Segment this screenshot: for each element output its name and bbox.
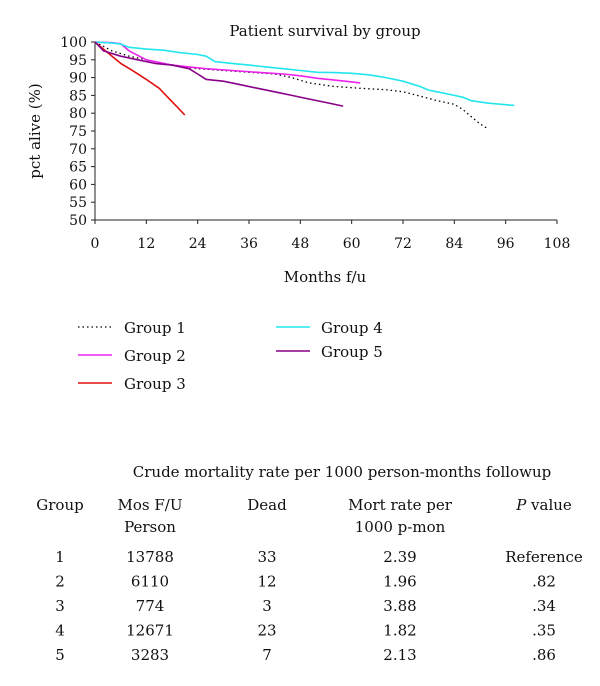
legend-item-group-3: Group 3: [78, 375, 186, 393]
x-tick-label: 96: [497, 236, 515, 252]
cell-mort-rate: 1.96: [383, 573, 416, 591]
legend-item-group-4: Group 4: [276, 319, 383, 337]
table-row: 3 774 3 3.88 .34: [55, 597, 556, 615]
cell-group: 5: [55, 646, 65, 664]
cell-mos-fu: 12671: [126, 622, 174, 640]
y-tick-label: 75: [69, 124, 87, 140]
cell-p-value: .34: [532, 597, 556, 615]
x-tick-label: 48: [291, 236, 309, 252]
x-tick-label: 12: [137, 236, 155, 252]
y-tick-label: 95: [69, 53, 87, 69]
series-lines: [94, 41, 515, 130]
cell-mos-fu: 13788: [126, 548, 174, 566]
y-tick-label: 85: [69, 88, 87, 104]
cell-group: 4: [55, 622, 65, 640]
x-axis-label: Months f/u: [284, 268, 367, 286]
header-p-letter: P: [515, 496, 527, 514]
y-tick-label: 65: [69, 160, 87, 176]
legend-label-group-5: Group 5: [321, 343, 383, 361]
legend-label-group-3: Group 3: [124, 375, 186, 393]
cell-group: 2: [55, 573, 65, 591]
table-header: Group Mos F/U Person Dead Mort rate per …: [36, 496, 572, 536]
cell-dead: 12: [257, 573, 276, 591]
header-p-value: P value: [515, 496, 572, 514]
table-row: 4 12671 23 1.82 .35: [55, 622, 556, 640]
series-line-group-2: [94, 41, 361, 84]
cell-dead: 7: [262, 646, 272, 664]
header-p-suffix: value: [526, 496, 572, 514]
cell-mort-rate: 1.82: [383, 622, 416, 640]
cell-p-value: .86: [532, 646, 556, 664]
chart-title: Patient survival by group: [229, 22, 420, 40]
table-row: 2 6110 12 1.96 .82: [55, 573, 556, 591]
table-row: 5 3283 7 2.13 .86: [55, 646, 556, 664]
y-tick-label: 100: [60, 35, 87, 51]
cell-p-value: .82: [532, 573, 556, 591]
cell-dead: 3: [262, 597, 272, 615]
header-mort-rate-line2: 1000 p-mon: [355, 518, 446, 536]
legend-label-group-1: Group 1: [124, 319, 186, 337]
cell-p-value: .35: [532, 622, 556, 640]
y-tick-label: 70: [69, 142, 87, 158]
x-tick-label: 84: [445, 236, 463, 252]
x-ticks: 0 12 24 36 48 60 72 84 96 108: [91, 220, 571, 252]
cell-mos-fu: 6110: [131, 573, 169, 591]
legend-item-group-1: Group 1: [78, 319, 186, 337]
y-tick-label: 55: [69, 195, 87, 211]
cell-mos-fu: 774: [136, 597, 165, 615]
cell-group: 3: [55, 597, 65, 615]
cell-dead: 23: [257, 622, 276, 640]
cell-mort-rate: 3.88: [383, 597, 416, 615]
cell-group: 1: [55, 548, 65, 566]
header-mos-fu: Mos F/U: [118, 496, 183, 514]
y-axis-label: pct alive (%): [26, 83, 44, 178]
x-tick-label: 108: [544, 236, 571, 252]
y-tick-label: 90: [69, 71, 87, 87]
table-row: 1 13788 33 2.39 Reference: [55, 548, 583, 566]
legend: Group 1 Group 2 Group 3 Group 4 Group 5: [78, 319, 383, 393]
table-caption: Crude mortality rate per 1000 person-mon…: [133, 463, 551, 481]
header-mos-fu-line2: Person: [124, 518, 176, 536]
y-tick-label: 60: [69, 177, 87, 193]
series-line-group-1: [94, 41, 489, 130]
y-tick-label: 50: [69, 213, 87, 229]
legend-label-group-2: Group 2: [124, 347, 186, 365]
series-line-group-5: [94, 41, 344, 107]
x-tick-label: 0: [91, 236, 100, 252]
cell-mos-fu: 3283: [131, 646, 169, 664]
header-mort-rate: Mort rate per: [348, 496, 453, 514]
cell-dead: 33: [257, 548, 276, 566]
mortality-table: Crude mortality rate per 1000 person-mon…: [36, 463, 583, 664]
series-line-group-3: [94, 41, 186, 116]
y-tick-label: 80: [69, 106, 87, 122]
cell-p-value: Reference: [505, 548, 583, 566]
legend-item-group-5: Group 5: [276, 343, 383, 361]
legend-label-group-4: Group 4: [321, 319, 383, 337]
header-dead: Dead: [247, 496, 287, 514]
x-tick-label: 24: [189, 236, 207, 252]
legend-item-group-2: Group 2: [78, 347, 186, 365]
cell-mort-rate: 2.13: [383, 646, 416, 664]
x-tick-label: 60: [343, 236, 361, 252]
cell-mort-rate: 2.39: [383, 548, 416, 566]
series-line-group-4: [94, 41, 515, 107]
header-group: Group: [36, 496, 83, 514]
x-tick-label: 36: [240, 236, 258, 252]
x-tick-label: 72: [394, 236, 412, 252]
